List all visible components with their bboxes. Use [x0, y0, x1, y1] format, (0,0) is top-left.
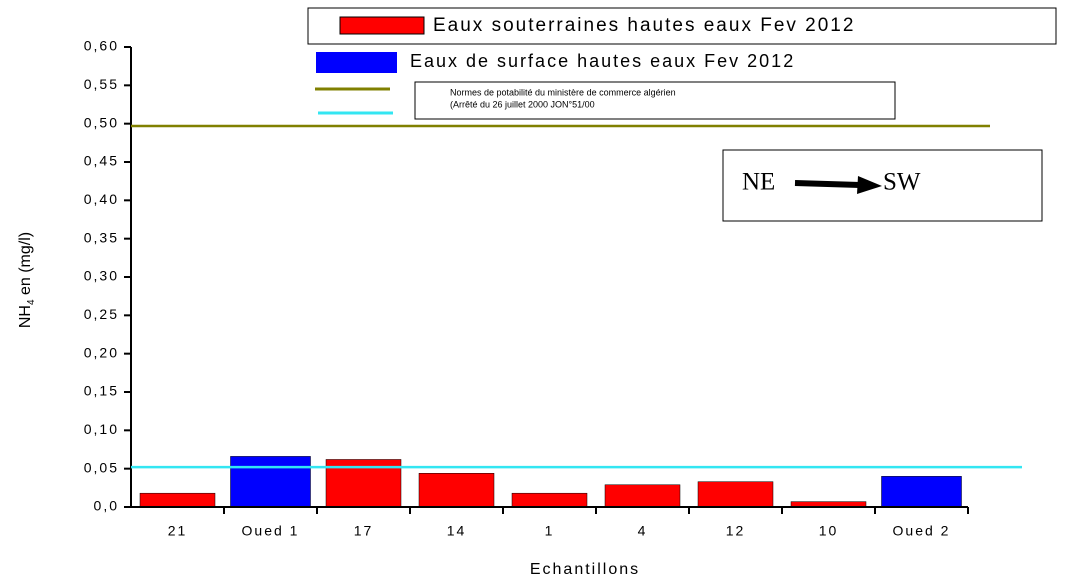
bar	[697, 481, 774, 508]
reference-label: Normes de potabilité du ministère de com…	[450, 87, 676, 97]
y-tick-label: 0,50	[84, 114, 119, 130]
legend-swatch	[339, 16, 425, 35]
y-tick-label: 0,45	[84, 153, 119, 169]
legend-label: Eaux de surface hautes eaux Fev 2012	[410, 51, 795, 71]
x-tick-label: Oued 1	[242, 523, 300, 539]
x-tick-label: 21	[168, 523, 188, 539]
reference-label: (Arrêté du 26 juillet 2000 JON°51/00	[450, 99, 595, 109]
x-tick-label: 17	[354, 523, 374, 539]
legend-label: Eaux souterraines hautes eaux Fev 2012	[433, 15, 855, 36]
y-tick-label: 0,40	[84, 191, 119, 207]
y-tick-label: 0,25	[84, 306, 119, 322]
annotation-box	[722, 149, 1043, 222]
x-tick-label: 1	[545, 523, 555, 539]
y-label-rest: en (mg/l)	[17, 232, 34, 300]
bar	[604, 484, 681, 508]
bar	[418, 473, 495, 508]
y-tick-label: 0,05	[84, 459, 119, 475]
x-tick-label: 10	[819, 523, 839, 539]
x-tick-label: Oued 2	[893, 523, 951, 539]
y-label-sub: 4	[26, 299, 37, 305]
bar	[139, 492, 216, 508]
bar	[511, 492, 588, 508]
arrow	[794, 180, 861, 188]
y-label-main: NH	[17, 305, 34, 328]
y-tick-label: 0,35	[84, 229, 119, 245]
y-tick-label: 0,10	[84, 421, 119, 437]
arrow-head	[857, 176, 882, 194]
y-tick-label: 0,30	[84, 268, 119, 284]
y-tick-label: 0,15	[84, 383, 119, 399]
y-tick-label: 0,55	[84, 76, 119, 92]
x-tick-label: 4	[638, 523, 648, 539]
legend-swatch	[316, 52, 397, 73]
y-axis-label: NH4 en (mg/l)	[17, 232, 36, 328]
y-tick-label: 0,0	[94, 498, 119, 514]
y-tick-label: 0,20	[84, 344, 119, 360]
bar	[881, 476, 962, 508]
annotation-text: SW	[883, 169, 921, 196]
x-axis-label: Echantillons	[530, 561, 640, 578]
x-tick-label: 12	[726, 523, 746, 539]
legend-box	[307, 7, 1057, 45]
y-tick-label: 0,60	[84, 38, 119, 54]
bar	[230, 456, 311, 508]
x-tick-label: 14	[447, 523, 467, 539]
legend-box	[414, 81, 896, 120]
annotation-text: NE	[742, 169, 775, 196]
